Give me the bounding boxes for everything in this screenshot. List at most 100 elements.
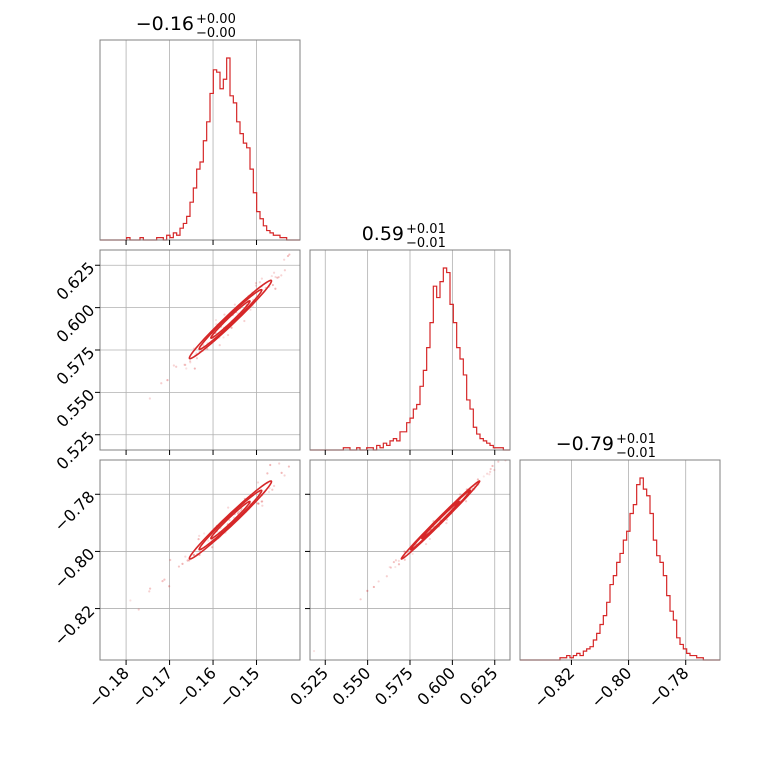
sample-point <box>512 444 514 446</box>
y-tick-label: 0.600 <box>53 301 99 347</box>
histogram-frame-2 <box>519 459 721 661</box>
sample-point <box>160 382 163 385</box>
sample-point <box>459 493 462 496</box>
sample-point <box>227 506 230 509</box>
y-tick-label: −0.78 <box>50 487 98 535</box>
sample-point <box>385 575 388 578</box>
sample-point <box>228 518 231 522</box>
panel-frame <box>99 459 301 661</box>
sample-point <box>260 500 263 503</box>
sample-point <box>181 562 184 565</box>
sample-point <box>189 360 192 363</box>
sample-point <box>394 565 397 569</box>
sample-point <box>287 465 291 468</box>
sample-point <box>272 484 276 488</box>
sample-point <box>169 558 172 562</box>
contour-level <box>188 480 273 560</box>
sample-point <box>266 472 269 475</box>
sample-point <box>280 274 283 277</box>
y-tick-label: 0.525 <box>53 428 99 474</box>
x-tick-label: −0.18 <box>85 663 133 711</box>
sample-point <box>230 326 233 329</box>
x-tick-label: −0.17 <box>128 663 176 711</box>
sample-point <box>260 277 263 280</box>
histogram-0 <box>100 57 300 241</box>
sample-point <box>188 559 191 562</box>
sample-point <box>389 566 392 569</box>
x-tick-label: −0.78 <box>644 663 692 711</box>
histogram-title-2: −0.79 <box>556 433 614 455</box>
sample-point <box>256 502 259 505</box>
sample-point <box>254 281 258 285</box>
sample-point <box>322 420 324 422</box>
sample-point <box>270 274 273 278</box>
sample-point <box>184 363 187 366</box>
sample-point <box>186 559 189 562</box>
sample-point <box>445 522 448 525</box>
sample-point <box>149 587 152 590</box>
sample-point <box>403 550 406 553</box>
sample-point <box>197 538 200 541</box>
sample-point <box>283 474 286 477</box>
sample-point <box>366 589 369 592</box>
x-tick-label: −0.16 <box>172 663 220 711</box>
histogram-frame-0 <box>99 39 301 241</box>
sample-point <box>286 254 290 258</box>
sample-point <box>272 271 276 274</box>
sample-point <box>211 546 214 549</box>
sample-point <box>482 475 485 478</box>
sample-point <box>274 275 277 279</box>
sample-point <box>392 560 395 564</box>
sample-point <box>249 308 252 311</box>
sample-point <box>267 490 271 494</box>
sample-point <box>261 504 264 507</box>
sample-point <box>257 502 260 505</box>
sample-point <box>148 590 151 593</box>
sample-point <box>163 578 166 581</box>
y-tick-label: −0.80 <box>50 544 98 592</box>
sample-point <box>168 585 171 588</box>
y-tick-label: 0.575 <box>53 343 99 389</box>
sample-point <box>394 559 398 562</box>
sample-point <box>497 460 500 463</box>
sample-point <box>372 585 375 589</box>
x-tick-label: −0.82 <box>530 663 578 711</box>
sample-point <box>317 439 319 441</box>
sample-point <box>148 397 151 400</box>
title-lower-error-2: −0.01 <box>616 446 656 461</box>
x-tick-label: 0.600 <box>413 663 459 709</box>
sample-point <box>388 565 391 569</box>
title-upper-error-1: +0.01 <box>406 222 446 237</box>
sample-point <box>223 313 226 316</box>
sample-point <box>276 276 279 279</box>
sample-point <box>526 432 528 434</box>
sample-point <box>236 511 240 514</box>
sample-point <box>243 319 246 323</box>
sample-point <box>283 258 286 261</box>
sample-point <box>202 344 205 347</box>
x-tick-label: 0.575 <box>371 663 417 709</box>
sample-point <box>288 253 291 256</box>
sample-point <box>193 554 196 557</box>
sample-point <box>271 283 274 287</box>
sample-point <box>261 500 264 503</box>
sample-point <box>93 639 95 641</box>
sample-point <box>491 464 494 468</box>
sample-point <box>185 367 188 370</box>
sample-point <box>397 559 400 563</box>
sample-point <box>308 451 310 453</box>
sample-point <box>359 598 362 601</box>
contour-level <box>420 500 461 540</box>
sample-point <box>198 534 201 537</box>
sample-point <box>195 357 199 360</box>
contour-level <box>210 300 251 339</box>
sample-point <box>172 364 175 367</box>
sample-point <box>214 318 218 322</box>
histogram-1 <box>310 267 510 451</box>
contour-level <box>198 288 263 351</box>
x-tick-label: 0.525 <box>286 663 332 709</box>
sample-point <box>486 472 489 475</box>
sample-point <box>333 421 335 423</box>
x-tick-label: −0.15 <box>215 663 263 711</box>
